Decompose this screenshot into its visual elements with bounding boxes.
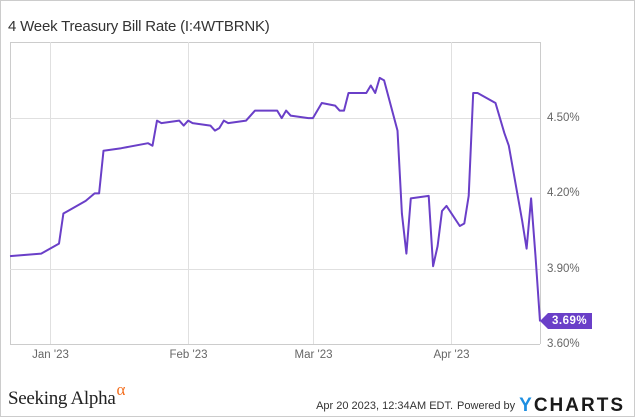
horizontal-gridlines: [10, 118, 540, 270]
footer: Apr 20 2023, 12:34AM EDT. Powered by Y CH…: [316, 395, 625, 417]
x-tick-label: Apr '23: [433, 349, 470, 361]
seeking-alpha-logo: Seeking Alphaα: [8, 380, 125, 410]
powered-by-label: Powered by: [457, 400, 516, 412]
rate-series-line: [9, 76, 541, 322]
y-tick-label: 3.90%: [547, 262, 580, 275]
ycharts-text: CHARTS: [533, 395, 625, 416]
x-tick-label: Jan '23: [32, 349, 69, 361]
alpha-icon: α: [116, 380, 126, 399]
ycharts-logo[interactable]: Y CHARTS: [519, 395, 625, 417]
y-tick-label: 3.60%: [547, 337, 580, 350]
x-tick-label: Feb '23: [169, 349, 208, 361]
ycharts-y-icon: Y: [519, 395, 532, 416]
chart-title: 4 Week Treasury Bill Rate (I:4WTBRNK): [8, 18, 270, 35]
last-value-badge: 3.69%: [539, 313, 593, 330]
timestamp: Apr 20 2023, 12:34AM EDT.: [316, 400, 454, 412]
y-tick-label: 4.50%: [547, 111, 580, 124]
seeking-alpha-text: Seeking Alpha: [8, 388, 116, 409]
x-tick-label: Mar '23: [294, 349, 333, 361]
y-tick-label: 4.20%: [547, 186, 580, 199]
vertical-gridlines: [50, 42, 452, 344]
